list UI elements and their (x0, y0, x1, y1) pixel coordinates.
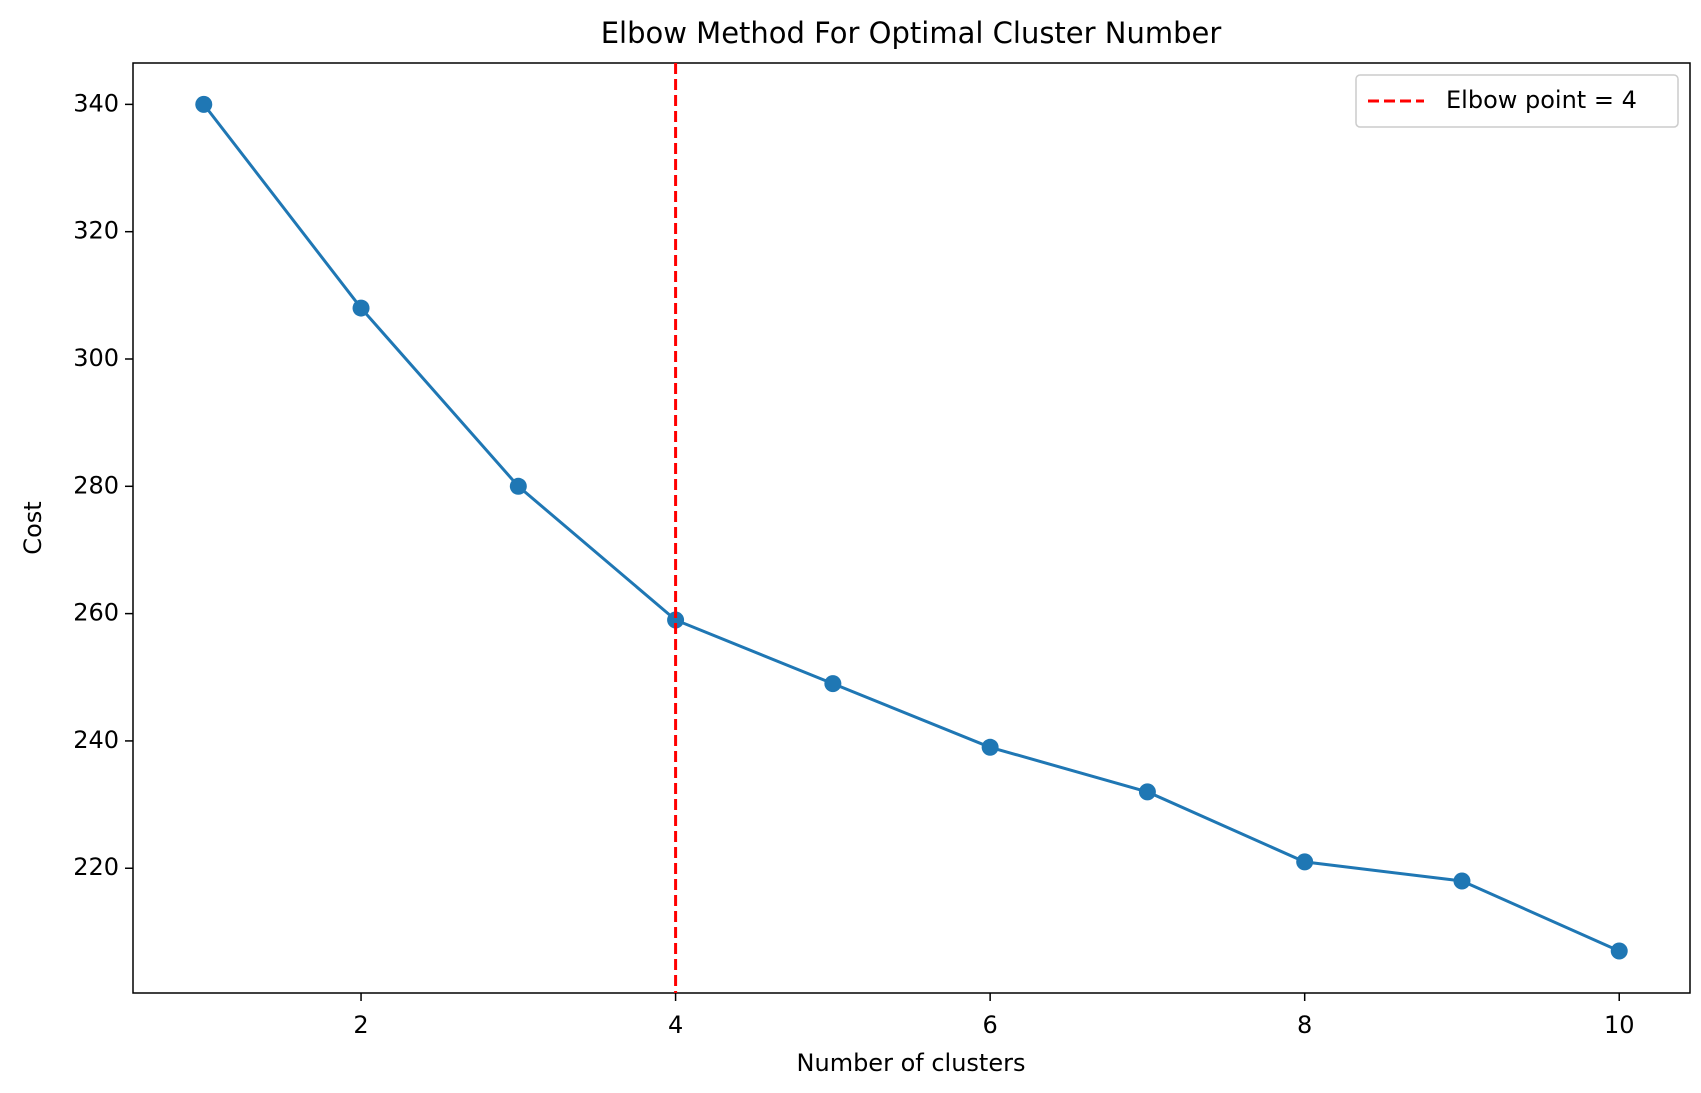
data-point (1610, 942, 1628, 960)
data-point (1453, 872, 1471, 890)
y-tick-label: 340 (73, 89, 119, 117)
x-tick-label: 2 (353, 1011, 368, 1039)
data-point (824, 675, 842, 693)
legend-label: Elbow point = 4 (1446, 86, 1637, 114)
x-tick-label: 10 (1604, 1011, 1635, 1039)
data-point (667, 611, 685, 629)
data-point (1138, 783, 1156, 801)
data-point (352, 299, 370, 317)
y-tick-label: 240 (73, 726, 119, 754)
y-axis-label: Cost (19, 501, 47, 554)
chart-title: Elbow Method For Optimal Cluster Number (601, 16, 1222, 50)
x-tick-label: 8 (1297, 1011, 1312, 1039)
series-line (202, 103, 1620, 953)
y-tick-label: 220 (73, 853, 119, 881)
plot-frame (132, 62, 1691, 994)
y-tick-label: 300 (73, 344, 119, 372)
y-tick-label: 280 (73, 471, 119, 499)
x-tick-label: 6 (982, 1011, 997, 1039)
legend-box (1355, 74, 1679, 128)
y-tick-label: 260 (73, 599, 119, 627)
data-point (509, 477, 527, 495)
y-tick-label: 320 (73, 217, 119, 245)
data-point (981, 738, 999, 756)
x-axis-label: Number of clusters (797, 1049, 1026, 1077)
data-point (195, 95, 213, 113)
x-tick-label: 4 (668, 1011, 683, 1039)
data-point (1296, 853, 1314, 871)
